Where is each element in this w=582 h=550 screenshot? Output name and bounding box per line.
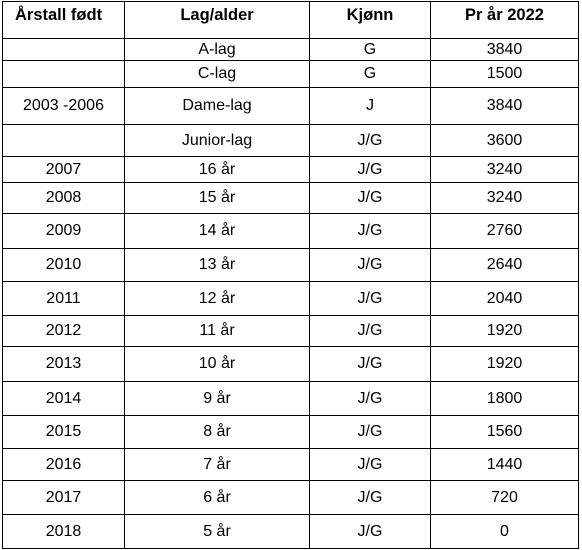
cell-year: 2008 (2, 182, 125, 214)
cell-gender: J/G (309, 415, 431, 449)
cell-team: 7 år (124, 448, 310, 481)
cell-price: 1500 (430, 60, 579, 88)
cell-price: 1800 (430, 381, 579, 416)
cell-team: 8 år (124, 415, 310, 449)
cell-price: 3240 (430, 182, 579, 214)
table-row: 2013 10 år J/G 1920 (2, 346, 579, 382)
cell-team: 13 år (124, 248, 310, 282)
cell-year: 2018 (2, 514, 125, 549)
cell-team: 16 år (124, 156, 310, 183)
cell-gender: J/G (309, 346, 431, 382)
cell-year: 2013 (2, 346, 125, 382)
table-row: 2011 12 år J/G 2040 (2, 281, 579, 316)
cell-gender: J/G (309, 213, 431, 249)
header-gender: Kjønn (309, 1, 431, 39)
cell-price: 2640 (430, 248, 579, 282)
table-body: A-lag G 3840 C-lag G 1500 2003 -2006 Dam… (2, 38, 579, 549)
cell-team: 10 år (124, 346, 310, 382)
table-row: 2014 9 år J/G 1800 (2, 381, 579, 416)
header-price: Pr år 2022 (430, 1, 579, 39)
cell-price: 3840 (430, 87, 579, 125)
cell-price: 1920 (430, 315, 579, 347)
cell-team: 6 år (124, 480, 310, 515)
cell-gender: J/G (309, 315, 431, 347)
cell-price: 1440 (430, 448, 579, 481)
table-row: Junior-lag J/G 3600 (2, 124, 579, 157)
cell-price: 3840 (430, 38, 579, 61)
cell-year (2, 38, 125, 61)
table-row: 2010 13 år J/G 2640 (2, 248, 579, 282)
cell-gender: G (309, 60, 431, 88)
cell-team: 15 år (124, 182, 310, 214)
cell-gender: J/G (309, 480, 431, 515)
cell-team: 12 år (124, 281, 310, 316)
cell-year: 2003 -2006 (2, 87, 125, 125)
cell-year: 2010 (2, 248, 125, 282)
cell-year: 2009 (2, 213, 125, 249)
header-team: Lag/alder (124, 1, 310, 39)
cell-price: 2760 (430, 213, 579, 249)
table-row: 2007 16 år J/G 3240 (2, 156, 579, 183)
table-row: 2012 11 år J/G 1920 (2, 315, 579, 347)
cell-year: 2017 (2, 480, 125, 515)
cell-gender: J/G (309, 124, 431, 157)
cell-year (2, 124, 125, 157)
cell-price: 0 (430, 514, 579, 549)
cell-team: C-lag (124, 60, 310, 88)
table-row: 2009 14 år J/G 2760 (2, 213, 579, 249)
header-row: Årstall født Lag/alder Kjønn Pr år 2022 (2, 1, 579, 39)
cell-gender: J/G (309, 248, 431, 282)
table-row: 2017 6 år J/G 720 (2, 480, 579, 515)
cell-gender: G (309, 38, 431, 61)
cell-year: 2011 (2, 281, 125, 316)
cell-gender: J/G (309, 281, 431, 316)
cell-year (2, 60, 125, 88)
table-row: 2016 7 år J/G 1440 (2, 448, 579, 481)
cell-team: Dame-lag (124, 87, 310, 125)
cell-price: 2040 (430, 281, 579, 316)
cell-price: 1560 (430, 415, 579, 449)
table-row: A-lag G 3840 (2, 38, 579, 61)
cell-gender: J/G (309, 182, 431, 214)
table-row: 2003 -2006 Dame-lag J 3840 (2, 87, 579, 125)
cell-gender: J (309, 87, 431, 125)
cell-team: 5 år (124, 514, 310, 549)
table-row: 2018 5 år J/G 0 (2, 514, 579, 549)
cell-year: 2007 (2, 156, 125, 183)
table-row: 2008 15 år J/G 3240 (2, 182, 579, 214)
table-row: 2015 8 år J/G 1560 (2, 415, 579, 449)
cell-team: Junior-lag (124, 124, 310, 157)
cell-team: 14 år (124, 213, 310, 249)
cell-year: 2016 (2, 448, 125, 481)
cell-price: 720 (430, 480, 579, 515)
cell-team: 11 år (124, 315, 310, 347)
cell-price: 1920 (430, 346, 579, 382)
cell-year: 2012 (2, 315, 125, 347)
cell-gender: J/G (309, 448, 431, 481)
cell-gender: J/G (309, 381, 431, 416)
cell-year: 2015 (2, 415, 125, 449)
cell-gender: J/G (309, 156, 431, 183)
cell-price: 3240 (430, 156, 579, 183)
cell-gender: J/G (309, 514, 431, 549)
table-row: C-lag G 1500 (2, 60, 579, 88)
cell-year: 2014 (2, 381, 125, 416)
cell-team: A-lag (124, 38, 310, 61)
cell-team: 9 år (124, 381, 310, 416)
cell-price: 3600 (430, 124, 579, 157)
header-year: Årstall født (2, 1, 125, 39)
